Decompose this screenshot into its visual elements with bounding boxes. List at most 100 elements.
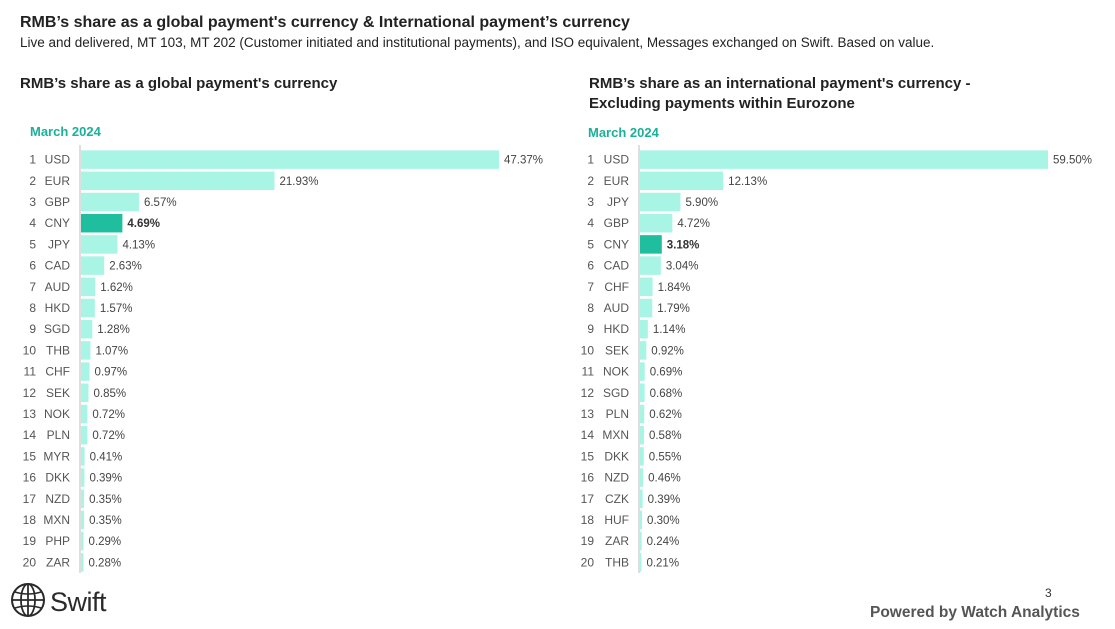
rank-label: 2	[29, 174, 36, 188]
rank-label: 6	[29, 259, 36, 273]
rank-label: 10	[581, 343, 595, 357]
bar	[640, 447, 644, 466]
category-label: AUD	[604, 301, 630, 315]
bar	[81, 468, 85, 487]
value-label: 1.57%	[100, 303, 133, 315]
bar	[81, 531, 84, 551]
left-chart-title: RMB’s share as a global payment's curren…	[20, 75, 338, 92]
bar	[640, 489, 643, 509]
value-label: 2.63%	[109, 261, 142, 273]
category-label: NOK	[44, 407, 70, 421]
rank-label: 14	[23, 428, 37, 442]
rank-label: 4	[29, 216, 36, 230]
bar	[81, 383, 89, 403]
value-label: 0.29%	[89, 536, 122, 548]
bar	[81, 298, 95, 318]
bar	[640, 383, 645, 403]
category-label: AUD	[45, 280, 71, 294]
value-label: 3.18%	[667, 239, 700, 251]
value-label: 0.72%	[92, 430, 125, 442]
value-label: 1.62%	[100, 282, 133, 294]
category-label: NZD	[45, 492, 70, 506]
rank-label: 6	[587, 259, 594, 273]
value-label: 0.24%	[647, 536, 680, 548]
rank-label: 20	[23, 555, 37, 569]
category-label: PLN	[606, 407, 629, 421]
category-label: HKD	[45, 301, 71, 315]
bar	[81, 447, 85, 466]
category-label: MXN	[602, 428, 629, 442]
rank-label: 16	[23, 471, 37, 485]
bar	[81, 425, 88, 445]
bar	[640, 425, 644, 445]
category-label: DKK	[604, 449, 629, 463]
bar	[640, 213, 673, 233]
category-label: PHP	[45, 534, 70, 548]
category-label: HUF	[604, 513, 629, 527]
category-label: NOK	[603, 365, 629, 379]
value-label: 0.41%	[90, 451, 123, 463]
rank-label: 17	[581, 492, 595, 506]
bar	[640, 192, 681, 212]
category-label: THB	[605, 555, 629, 569]
category-label: HKD	[604, 322, 630, 336]
value-label: 0.35%	[89, 515, 122, 527]
bar	[81, 150, 499, 169]
swift-logo: Swift	[10, 582, 107, 623]
bar	[640, 171, 724, 191]
value-label: 0.21%	[646, 557, 679, 569]
bar	[81, 341, 91, 360]
value-label: 0.68%	[650, 388, 683, 400]
value-label: 3.04%	[666, 261, 699, 273]
value-label: 1.28%	[97, 324, 130, 336]
category-label: GBP	[604, 216, 629, 230]
rank-label: 11	[582, 365, 595, 379]
value-label: 0.39%	[648, 494, 681, 506]
category-label: CZK	[605, 492, 629, 506]
category-label: SGD	[44, 322, 70, 336]
value-label: 0.39%	[89, 473, 122, 485]
rank-label: 16	[581, 471, 595, 485]
value-label: 1.79%	[657, 303, 690, 315]
rank-label: 13	[581, 407, 595, 421]
category-label: CAD	[45, 259, 71, 273]
value-label: 0.30%	[647, 515, 680, 527]
rank-label: 18	[23, 513, 37, 527]
left-chart-period: March 2024	[30, 124, 101, 139]
rank-label: 12	[23, 386, 37, 400]
category-label: CNY	[45, 216, 70, 230]
rank-label: 5	[29, 237, 36, 251]
rank-label: 15	[581, 449, 595, 463]
value-label: 5.90%	[685, 197, 718, 209]
bar	[81, 256, 105, 275]
rank-label: 13	[23, 407, 37, 421]
value-label: 0.58%	[649, 430, 682, 442]
bar	[640, 150, 1048, 169]
value-label: 4.72%	[677, 218, 710, 230]
rank-label: 2	[587, 174, 594, 188]
bar	[640, 510, 643, 530]
category-label: PLN	[47, 428, 70, 442]
value-label: 0.97%	[95, 367, 128, 379]
highlight-bar	[81, 213, 123, 233]
category-label: CAD	[604, 259, 630, 273]
category-label: DKK	[45, 471, 70, 485]
bar	[640, 319, 648, 339]
bar	[81, 510, 85, 530]
category-label: CHF	[604, 280, 629, 294]
rank-label: 17	[23, 492, 37, 506]
globe-icon	[10, 582, 46, 623]
rank-label: 3	[587, 195, 594, 209]
value-label: 4.13%	[122, 239, 155, 251]
bar	[81, 277, 96, 297]
category-label: SGD	[603, 386, 629, 400]
category-label: SEK	[46, 386, 70, 400]
left-bar-chart: 1 USD 47.37% 2 EUR 21.93% 3 GBP 6.57% 4 CNY 4.69% 5 J…	[23, 145, 543, 573]
right-chart-title: RMB’s share as an international payment'…	[589, 75, 971, 112]
highlight-bar	[640, 235, 662, 254]
page-title: RMB’s share as a global payment's curren…	[20, 14, 630, 31]
rank-label: 5	[587, 237, 594, 251]
bar	[81, 404, 88, 424]
right-bar-chart: 1 USD 59.50%2 EUR 12.13%3 JPY 5.90%4 GBP 4.72%5 C…	[581, 145, 1092, 573]
page-number: 3	[1045, 586, 1052, 600]
